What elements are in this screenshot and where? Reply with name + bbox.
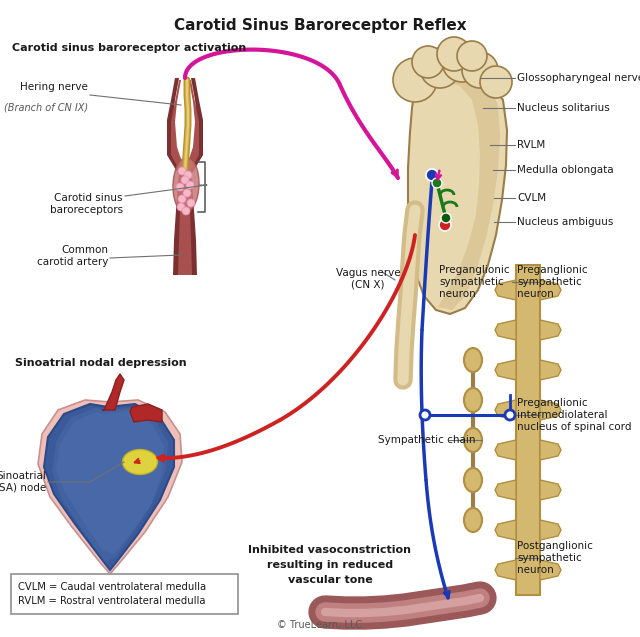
Circle shape xyxy=(505,410,515,420)
Circle shape xyxy=(439,219,451,231)
Circle shape xyxy=(182,207,190,215)
Polygon shape xyxy=(540,360,561,380)
Text: Sinoatrial
(SA) node: Sinoatrial (SA) node xyxy=(0,471,46,493)
Polygon shape xyxy=(430,74,500,310)
Polygon shape xyxy=(167,78,203,275)
Circle shape xyxy=(177,203,185,211)
Ellipse shape xyxy=(464,468,482,492)
Circle shape xyxy=(480,66,512,98)
Text: Preganglionic
sympathetic
neuron: Preganglionic sympathetic neuron xyxy=(517,266,588,299)
Polygon shape xyxy=(408,72,507,314)
Text: Nucleus solitarius: Nucleus solitarius xyxy=(517,103,610,113)
Polygon shape xyxy=(130,404,162,422)
Polygon shape xyxy=(56,410,164,554)
Polygon shape xyxy=(495,400,516,420)
Polygon shape xyxy=(495,520,516,540)
Text: CVLM: CVLM xyxy=(517,193,546,203)
Text: Carotid sinus
baroreceptors: Carotid sinus baroreceptors xyxy=(50,193,123,215)
Ellipse shape xyxy=(464,348,482,372)
Text: Postganglionic
sympathetic
neuron: Postganglionic sympathetic neuron xyxy=(517,541,593,575)
Text: © TrueLearn, LLC: © TrueLearn, LLC xyxy=(277,620,363,630)
Text: Glossopharyngeal nerve (CN IX): Glossopharyngeal nerve (CN IX) xyxy=(517,73,640,83)
Circle shape xyxy=(181,176,189,184)
Circle shape xyxy=(183,189,191,197)
Polygon shape xyxy=(495,560,516,580)
Polygon shape xyxy=(495,440,516,460)
Polygon shape xyxy=(495,280,516,300)
Polygon shape xyxy=(495,480,516,500)
Polygon shape xyxy=(495,360,516,380)
Text: Sympathetic chain: Sympathetic chain xyxy=(378,435,476,445)
Polygon shape xyxy=(516,265,540,595)
Polygon shape xyxy=(540,520,561,540)
Ellipse shape xyxy=(173,157,199,213)
Text: Vagus nerve
(CN X): Vagus nerve (CN X) xyxy=(336,268,400,290)
Text: RVLM = Rostral ventrolateral medulla: RVLM = Rostral ventrolateral medulla xyxy=(18,596,205,606)
FancyBboxPatch shape xyxy=(11,574,238,614)
Text: Carotid Sinus Baroreceptor Reflex: Carotid Sinus Baroreceptor Reflex xyxy=(173,18,467,33)
Circle shape xyxy=(442,42,482,82)
Text: Preganglionic
sympathetic
neuron: Preganglionic sympathetic neuron xyxy=(440,266,510,299)
Circle shape xyxy=(432,178,442,188)
Text: Sinoatrial nodal depression: Sinoatrial nodal depression xyxy=(15,358,187,368)
Circle shape xyxy=(184,171,192,179)
Text: Carotid sinus baroreceptor activation: Carotid sinus baroreceptor activation xyxy=(12,43,246,53)
Circle shape xyxy=(457,41,487,71)
Circle shape xyxy=(186,181,194,189)
Polygon shape xyxy=(38,400,182,574)
Ellipse shape xyxy=(464,508,482,532)
Circle shape xyxy=(420,48,460,88)
Ellipse shape xyxy=(122,450,157,475)
Circle shape xyxy=(412,46,444,78)
Circle shape xyxy=(426,169,438,181)
Text: Preganglionic
intermediolateral
nucleus of spinal cord: Preganglionic intermediolateral nucleus … xyxy=(517,398,632,432)
Polygon shape xyxy=(171,80,199,275)
Circle shape xyxy=(176,183,184,191)
Polygon shape xyxy=(540,440,561,460)
Circle shape xyxy=(393,58,437,102)
Text: Inhibited vasoconstriction
resulting in reduced
vascular tone: Inhibited vasoconstriction resulting in … xyxy=(248,545,412,585)
Circle shape xyxy=(437,37,471,71)
Polygon shape xyxy=(44,404,174,570)
Text: (Branch of CN IX): (Branch of CN IX) xyxy=(4,103,88,113)
Circle shape xyxy=(420,410,430,420)
Circle shape xyxy=(462,52,498,88)
Circle shape xyxy=(441,213,451,223)
Polygon shape xyxy=(540,560,561,580)
Text: Nucleus ambiguus: Nucleus ambiguus xyxy=(517,217,613,227)
Circle shape xyxy=(178,167,186,175)
Text: Common
carotid artery: Common carotid artery xyxy=(36,245,108,267)
Polygon shape xyxy=(495,320,516,340)
Text: Medulla oblongata: Medulla oblongata xyxy=(517,165,614,175)
Ellipse shape xyxy=(464,388,482,412)
Polygon shape xyxy=(540,400,561,420)
Text: Hering nerve: Hering nerve xyxy=(20,82,88,92)
Circle shape xyxy=(178,195,186,203)
Ellipse shape xyxy=(464,428,482,452)
Text: RVLM: RVLM xyxy=(517,140,545,150)
Polygon shape xyxy=(102,374,124,410)
Text: CVLM = Caudal ventrolateral medulla: CVLM = Caudal ventrolateral medulla xyxy=(18,582,206,592)
Circle shape xyxy=(187,199,195,207)
Polygon shape xyxy=(540,480,561,500)
Polygon shape xyxy=(540,320,561,340)
Polygon shape xyxy=(52,408,168,562)
Polygon shape xyxy=(540,280,561,300)
